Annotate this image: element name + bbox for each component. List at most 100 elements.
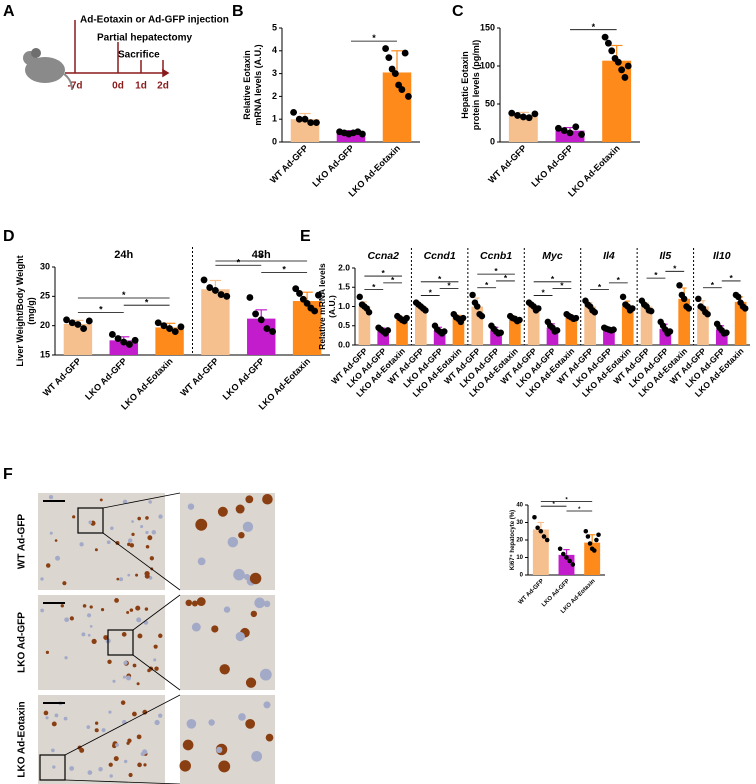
nucleus — [143, 620, 149, 625]
bar — [490, 330, 502, 345]
nucleus — [208, 719, 215, 726]
zoom-box — [107, 629, 134, 656]
data-point — [592, 548, 597, 553]
y-tick-label: 100 — [480, 60, 495, 70]
significance-label: * — [485, 280, 489, 290]
data-point — [301, 115, 309, 123]
nucleus — [127, 538, 133, 543]
data-point — [177, 323, 185, 331]
data-point — [200, 276, 208, 284]
mouse-icon — [23, 48, 73, 91]
nucleus — [135, 573, 139, 577]
nucleus — [249, 572, 262, 585]
y-tick-label: 150 — [480, 22, 495, 32]
data-point — [557, 546, 563, 552]
nucleus — [106, 540, 111, 545]
nucleus — [145, 544, 150, 549]
x-tick-label: LKO Ad-GFP — [310, 143, 356, 189]
nucleus — [49, 531, 53, 535]
nucleus — [154, 666, 159, 671]
nucleus — [143, 763, 147, 767]
x-tick-label: WT Ad-GFP — [518, 578, 546, 606]
zoom-box — [77, 507, 104, 534]
nucleus — [151, 530, 157, 535]
data-point — [252, 310, 259, 318]
data-point — [723, 329, 730, 336]
nucleus — [45, 563, 51, 568]
nucleus — [137, 762, 142, 768]
data-point — [358, 130, 366, 138]
nucleus — [144, 571, 150, 577]
data-point — [525, 114, 533, 122]
data-point — [166, 325, 174, 333]
significance-label: * — [259, 253, 263, 263]
data-point — [560, 127, 568, 135]
data-point — [422, 307, 429, 314]
nucleus — [116, 577, 120, 581]
nucleus — [60, 604, 64, 608]
zoom-line — [64, 694, 181, 756]
nucleus — [89, 605, 93, 609]
nucleus — [245, 677, 257, 688]
bar — [697, 306, 709, 345]
y-tick-label: 0 — [490, 136, 495, 146]
y-tick-label: 15 — [40, 349, 50, 359]
data-point — [257, 316, 265, 324]
nucleus — [142, 749, 148, 755]
nucleus — [185, 599, 193, 607]
nucleus — [153, 644, 158, 649]
timeline-text: Ad-Eotaxin or Ad-GFP injection — [80, 15, 229, 26]
nucleus — [112, 679, 116, 683]
nucleus — [235, 504, 245, 514]
bar — [63, 323, 93, 355]
nucleus — [64, 617, 70, 623]
significance-label: * — [237, 257, 241, 267]
significance-label: * — [372, 282, 376, 292]
significance-label: * — [122, 290, 126, 300]
data-point — [735, 293, 742, 301]
bar — [621, 306, 634, 345]
data-point — [666, 328, 674, 335]
nucleus — [88, 520, 93, 525]
x-tick-label: LKO Ad-GFP — [529, 143, 575, 189]
nucleus — [132, 711, 137, 717]
group-title: Ccna2 — [367, 250, 399, 262]
day-label: 0d — [112, 81, 124, 92]
nucleus — [127, 738, 132, 743]
y-tick-label: 0.0 — [338, 339, 350, 349]
data-point — [680, 295, 688, 303]
significance-label: * — [592, 22, 596, 32]
nucleus — [197, 557, 206, 566]
nucleus — [54, 539, 58, 542]
data-point — [296, 289, 303, 297]
significance-label: * — [494, 266, 498, 276]
y-axis-label: protein levels (pg/ml) — [471, 40, 481, 131]
bar — [433, 330, 446, 345]
bar — [603, 329, 615, 345]
nucleus — [69, 766, 75, 771]
significance-label: * — [730, 273, 734, 283]
data-point — [459, 314, 467, 322]
significance-label: * — [282, 265, 286, 275]
data-point — [211, 287, 219, 294]
nucleus — [103, 635, 109, 641]
bar — [546, 327, 559, 345]
data-point — [217, 291, 225, 298]
nucleus — [211, 625, 219, 633]
day-label: 1d — [135, 81, 147, 92]
data-point — [307, 119, 315, 127]
data-point — [647, 307, 655, 315]
y-tick-label: 1 — [272, 114, 277, 124]
group-title: 48h — [252, 249, 271, 261]
nucleus — [179, 760, 191, 772]
y-axis-label: (mg/g) — [26, 297, 36, 325]
data-point — [618, 66, 626, 74]
zoom-line — [102, 492, 181, 509]
nucleus — [72, 515, 76, 519]
significance-label: * — [99, 305, 103, 315]
data-point — [246, 294, 254, 301]
nucleus — [81, 632, 86, 637]
significance-label: * — [673, 263, 677, 273]
significance-label: * — [598, 282, 602, 292]
data-point — [312, 119, 320, 127]
